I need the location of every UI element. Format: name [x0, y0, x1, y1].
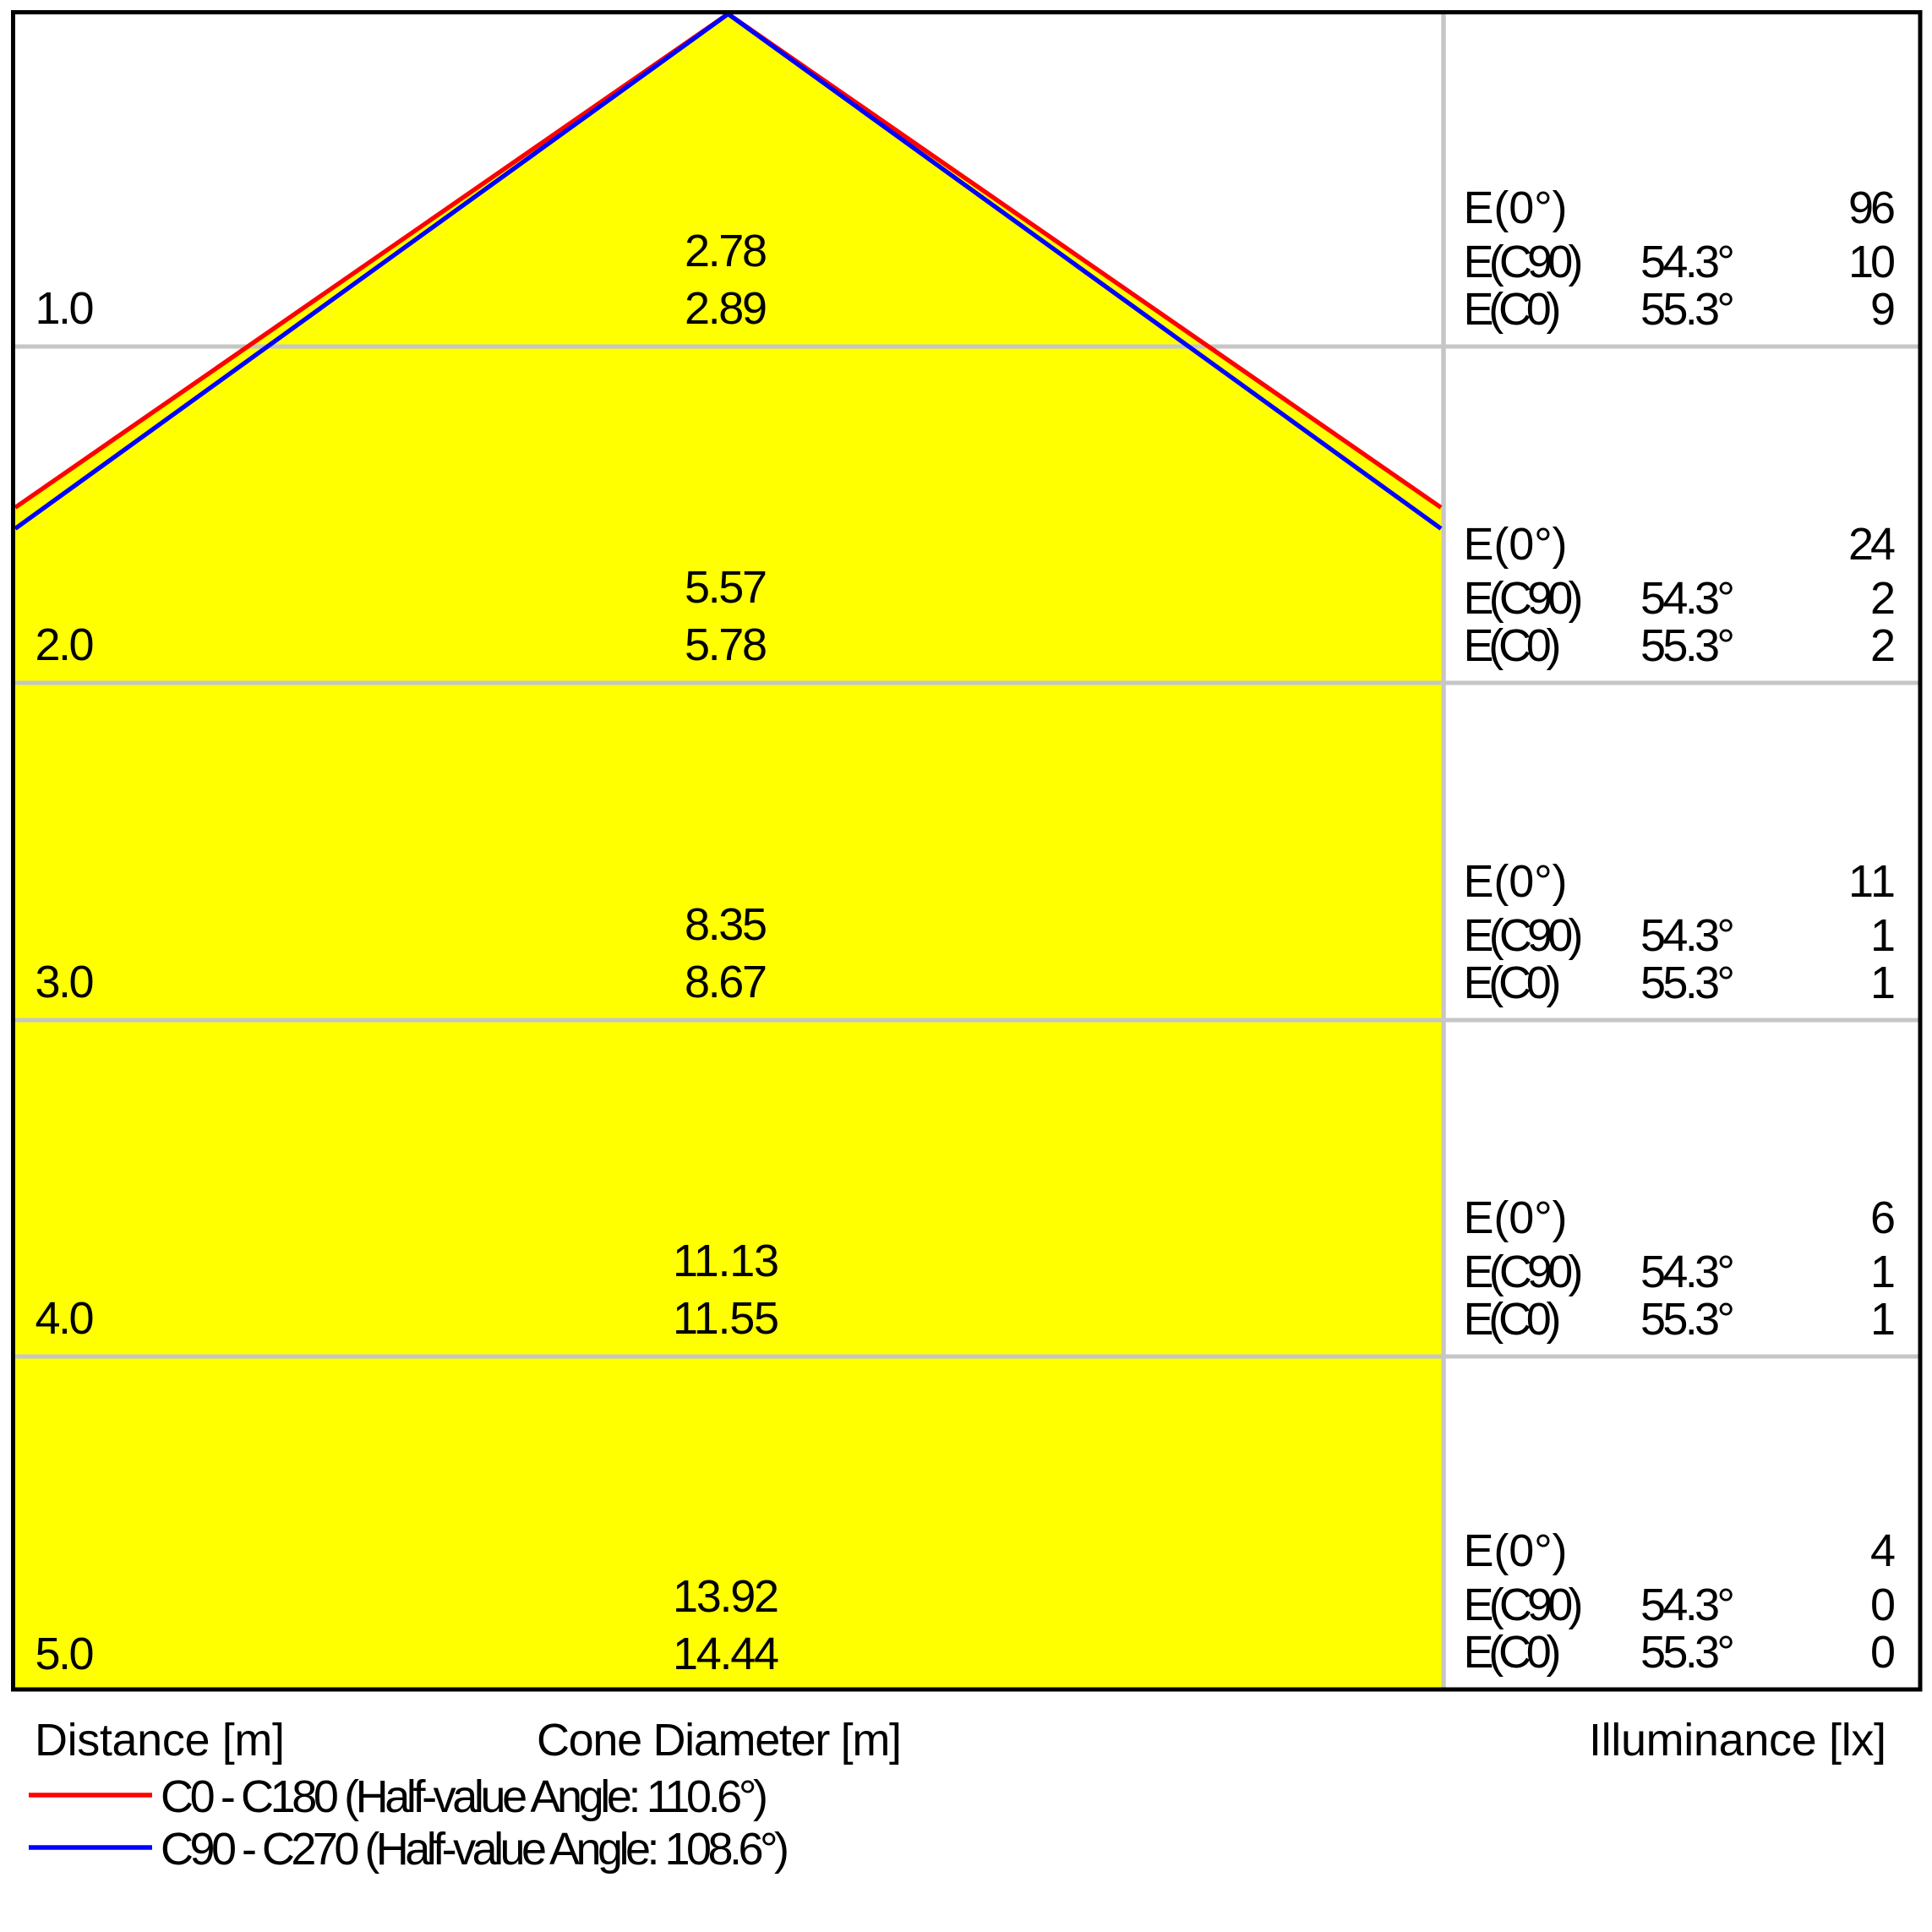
- svg-text:1: 1: [1870, 1247, 1896, 1297]
- svg-text:1: 1: [1870, 910, 1896, 961]
- svg-text:55.3°: 55.3°: [1640, 284, 1735, 335]
- svg-text:11.13: 11.13: [673, 1236, 779, 1286]
- svg-text:Illuminance [lx]: Illuminance [lx]: [1589, 1715, 1886, 1766]
- svg-text:2: 2: [1870, 573, 1896, 624]
- svg-text:2: 2: [1870, 620, 1896, 671]
- svg-text:E(C90): E(C90): [1464, 573, 1584, 624]
- svg-text:55.3°: 55.3°: [1640, 1294, 1735, 1345]
- svg-text:E(C90): E(C90): [1464, 910, 1584, 961]
- svg-text:8.67: 8.67: [685, 957, 767, 1007]
- svg-text:E(C0): E(C0): [1464, 284, 1562, 335]
- svg-text:E(0°): E(0°): [1464, 856, 1568, 907]
- svg-text:14.44: 14.44: [673, 1629, 779, 1679]
- svg-text:E(0°): E(0°): [1464, 183, 1568, 233]
- svg-text:10: 10: [1848, 237, 1896, 287]
- svg-text:0: 0: [1870, 1627, 1896, 1678]
- svg-text:4.0: 4.0: [35, 1293, 95, 1344]
- svg-text:2.0: 2.0: [35, 619, 95, 670]
- svg-text:55.3°: 55.3°: [1640, 1627, 1735, 1678]
- svg-text:E(C0): E(C0): [1464, 1294, 1562, 1345]
- svg-text:55.3°: 55.3°: [1640, 958, 1735, 1008]
- svg-text:8.35: 8.35: [685, 899, 767, 950]
- svg-text:54.3°: 54.3°: [1640, 573, 1735, 624]
- svg-text:Cone Diameter [m]: Cone Diameter [m]: [537, 1715, 902, 1766]
- svg-text:C0 - C180 (Half-value Angle: 1: C0 - C180 (Half-value Angle: 110.6°): [161, 1771, 768, 1822]
- svg-text:2.89: 2.89: [685, 283, 767, 334]
- svg-text:Distance [m]: Distance [m]: [35, 1715, 285, 1766]
- svg-text:0: 0: [1870, 1580, 1896, 1630]
- svg-text:E(0°): E(0°): [1464, 1192, 1568, 1243]
- svg-text:E(0°): E(0°): [1464, 1525, 1568, 1576]
- svg-text:13.92: 13.92: [673, 1571, 779, 1622]
- svg-text:1.0: 1.0: [35, 283, 95, 334]
- svg-text:24: 24: [1848, 519, 1896, 570]
- svg-text:E(C90): E(C90): [1464, 1580, 1584, 1630]
- svg-text:54.3°: 54.3°: [1640, 1247, 1735, 1297]
- svg-text:1: 1: [1870, 1294, 1896, 1345]
- svg-text:6: 6: [1870, 1192, 1896, 1243]
- svg-text:11.55: 11.55: [673, 1293, 779, 1344]
- svg-text:11: 11: [1848, 856, 1896, 907]
- svg-text:E(C90): E(C90): [1464, 1247, 1584, 1297]
- svg-text:E(C0): E(C0): [1464, 620, 1562, 671]
- svg-text:5.57: 5.57: [685, 562, 767, 613]
- svg-text:9: 9: [1870, 284, 1896, 335]
- svg-text:54.3°: 54.3°: [1640, 237, 1735, 287]
- svg-text:E(C90): E(C90): [1464, 237, 1584, 287]
- svg-text:55.3°: 55.3°: [1640, 620, 1735, 671]
- svg-text:4: 4: [1870, 1525, 1896, 1576]
- svg-text:54.3°: 54.3°: [1640, 910, 1735, 961]
- svg-text:96: 96: [1848, 183, 1896, 233]
- svg-text:1: 1: [1870, 958, 1896, 1008]
- svg-text:2.78: 2.78: [685, 226, 767, 276]
- svg-text:54.3°: 54.3°: [1640, 1580, 1735, 1630]
- svg-text:5.78: 5.78: [685, 619, 767, 670]
- svg-text:E(C0): E(C0): [1464, 958, 1562, 1008]
- svg-text:E(C0): E(C0): [1464, 1627, 1562, 1678]
- svg-text:5.0: 5.0: [35, 1629, 95, 1679]
- svg-text:E(0°): E(0°): [1464, 519, 1568, 570]
- svg-text:3.0: 3.0: [35, 957, 95, 1007]
- svg-text:C90 - C270 (Half-value Angle:: C90 - C270 (Half-value Angle: 108.6°): [161, 1824, 789, 1875]
